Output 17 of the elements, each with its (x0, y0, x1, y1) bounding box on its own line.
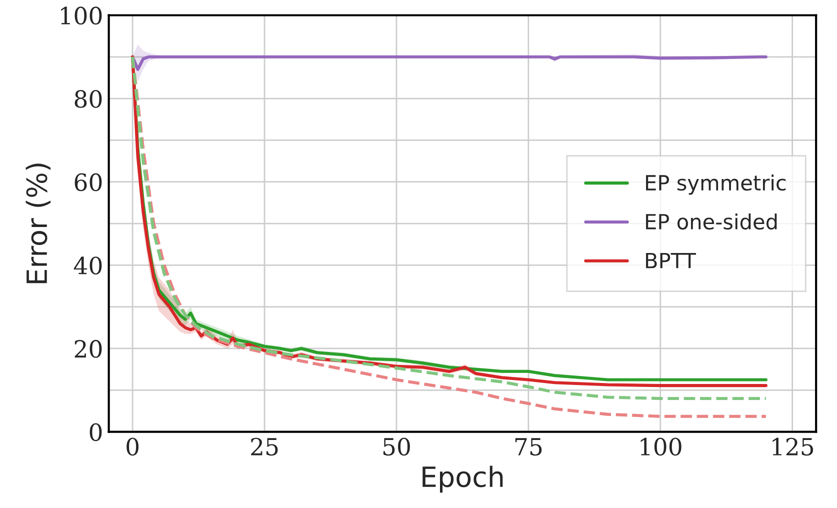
x-tick-label: 50 (383, 438, 410, 456)
y-tick-label: 20 (74, 340, 102, 358)
legend-label: BPTT (646, 252, 696, 268)
legend-label: EP symmetric (646, 174, 786, 195)
y-axis-title: Error (%) (26, 164, 51, 284)
x-tick-label: 75 (515, 438, 542, 456)
x-tick-label: 100 (640, 438, 682, 456)
y-tick-label: 100 (61, 6, 102, 25)
legend-label: EP one-sided (646, 213, 777, 230)
x-tick-label: 125 (772, 438, 814, 456)
x-axis-title: Epoch (422, 466, 503, 493)
y-tick-label: 80 (74, 90, 102, 108)
y-tick-label: 60 (74, 173, 102, 192)
y-tick-label: 0 (90, 423, 102, 442)
x-tick-label: 0 (126, 438, 139, 456)
y-tick-label: 40 (74, 256, 102, 274)
x-tick-label: 25 (251, 438, 278, 456)
